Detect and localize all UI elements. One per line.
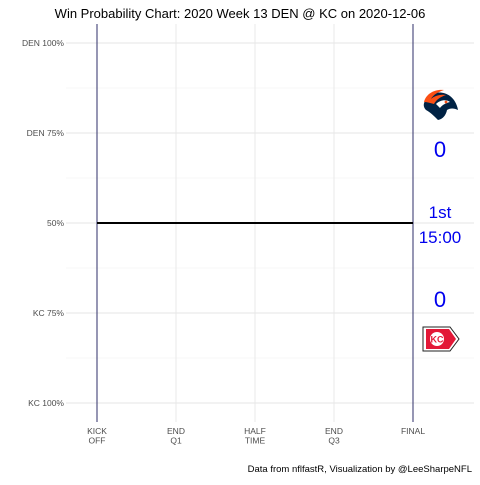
x-tick-label: END Q3 [325,426,343,446]
x-tick-label: HALF TIME [244,426,266,446]
chiefs-logo: KC [422,326,460,352]
x-axis: KICK OFF END Q1 HALF TIME END Q3 FINAL [87,426,425,446]
kc-score: 0 [434,287,446,312]
x-tick-label: FINAL [401,426,425,436]
y-tick-label: 50% [47,218,64,228]
chart-caption: Data from nflfastR, Visualization by @Le… [248,464,472,475]
clock-label: 15:00 [419,228,462,247]
y-tick-label: KC 100% [28,398,64,408]
x-tick-label: KICK OFF [87,426,107,446]
quarter-label: 1st [429,203,452,222]
y-tick-label: DEN 75% [27,128,65,138]
y-axis: DEN 100% DEN 75% 50% KC 75% KC 100% [22,38,65,408]
x-tick-label: END Q1 [167,426,185,446]
chart-title: Win Probability Chart: 2020 Week 13 DEN … [55,6,426,21]
broncos-logo [423,89,458,120]
den-score: 0 [434,137,446,162]
y-tick-label: DEN 100% [22,38,64,48]
y-tick-label: KC 75% [33,308,65,318]
svg-text:KC: KC [431,335,444,345]
